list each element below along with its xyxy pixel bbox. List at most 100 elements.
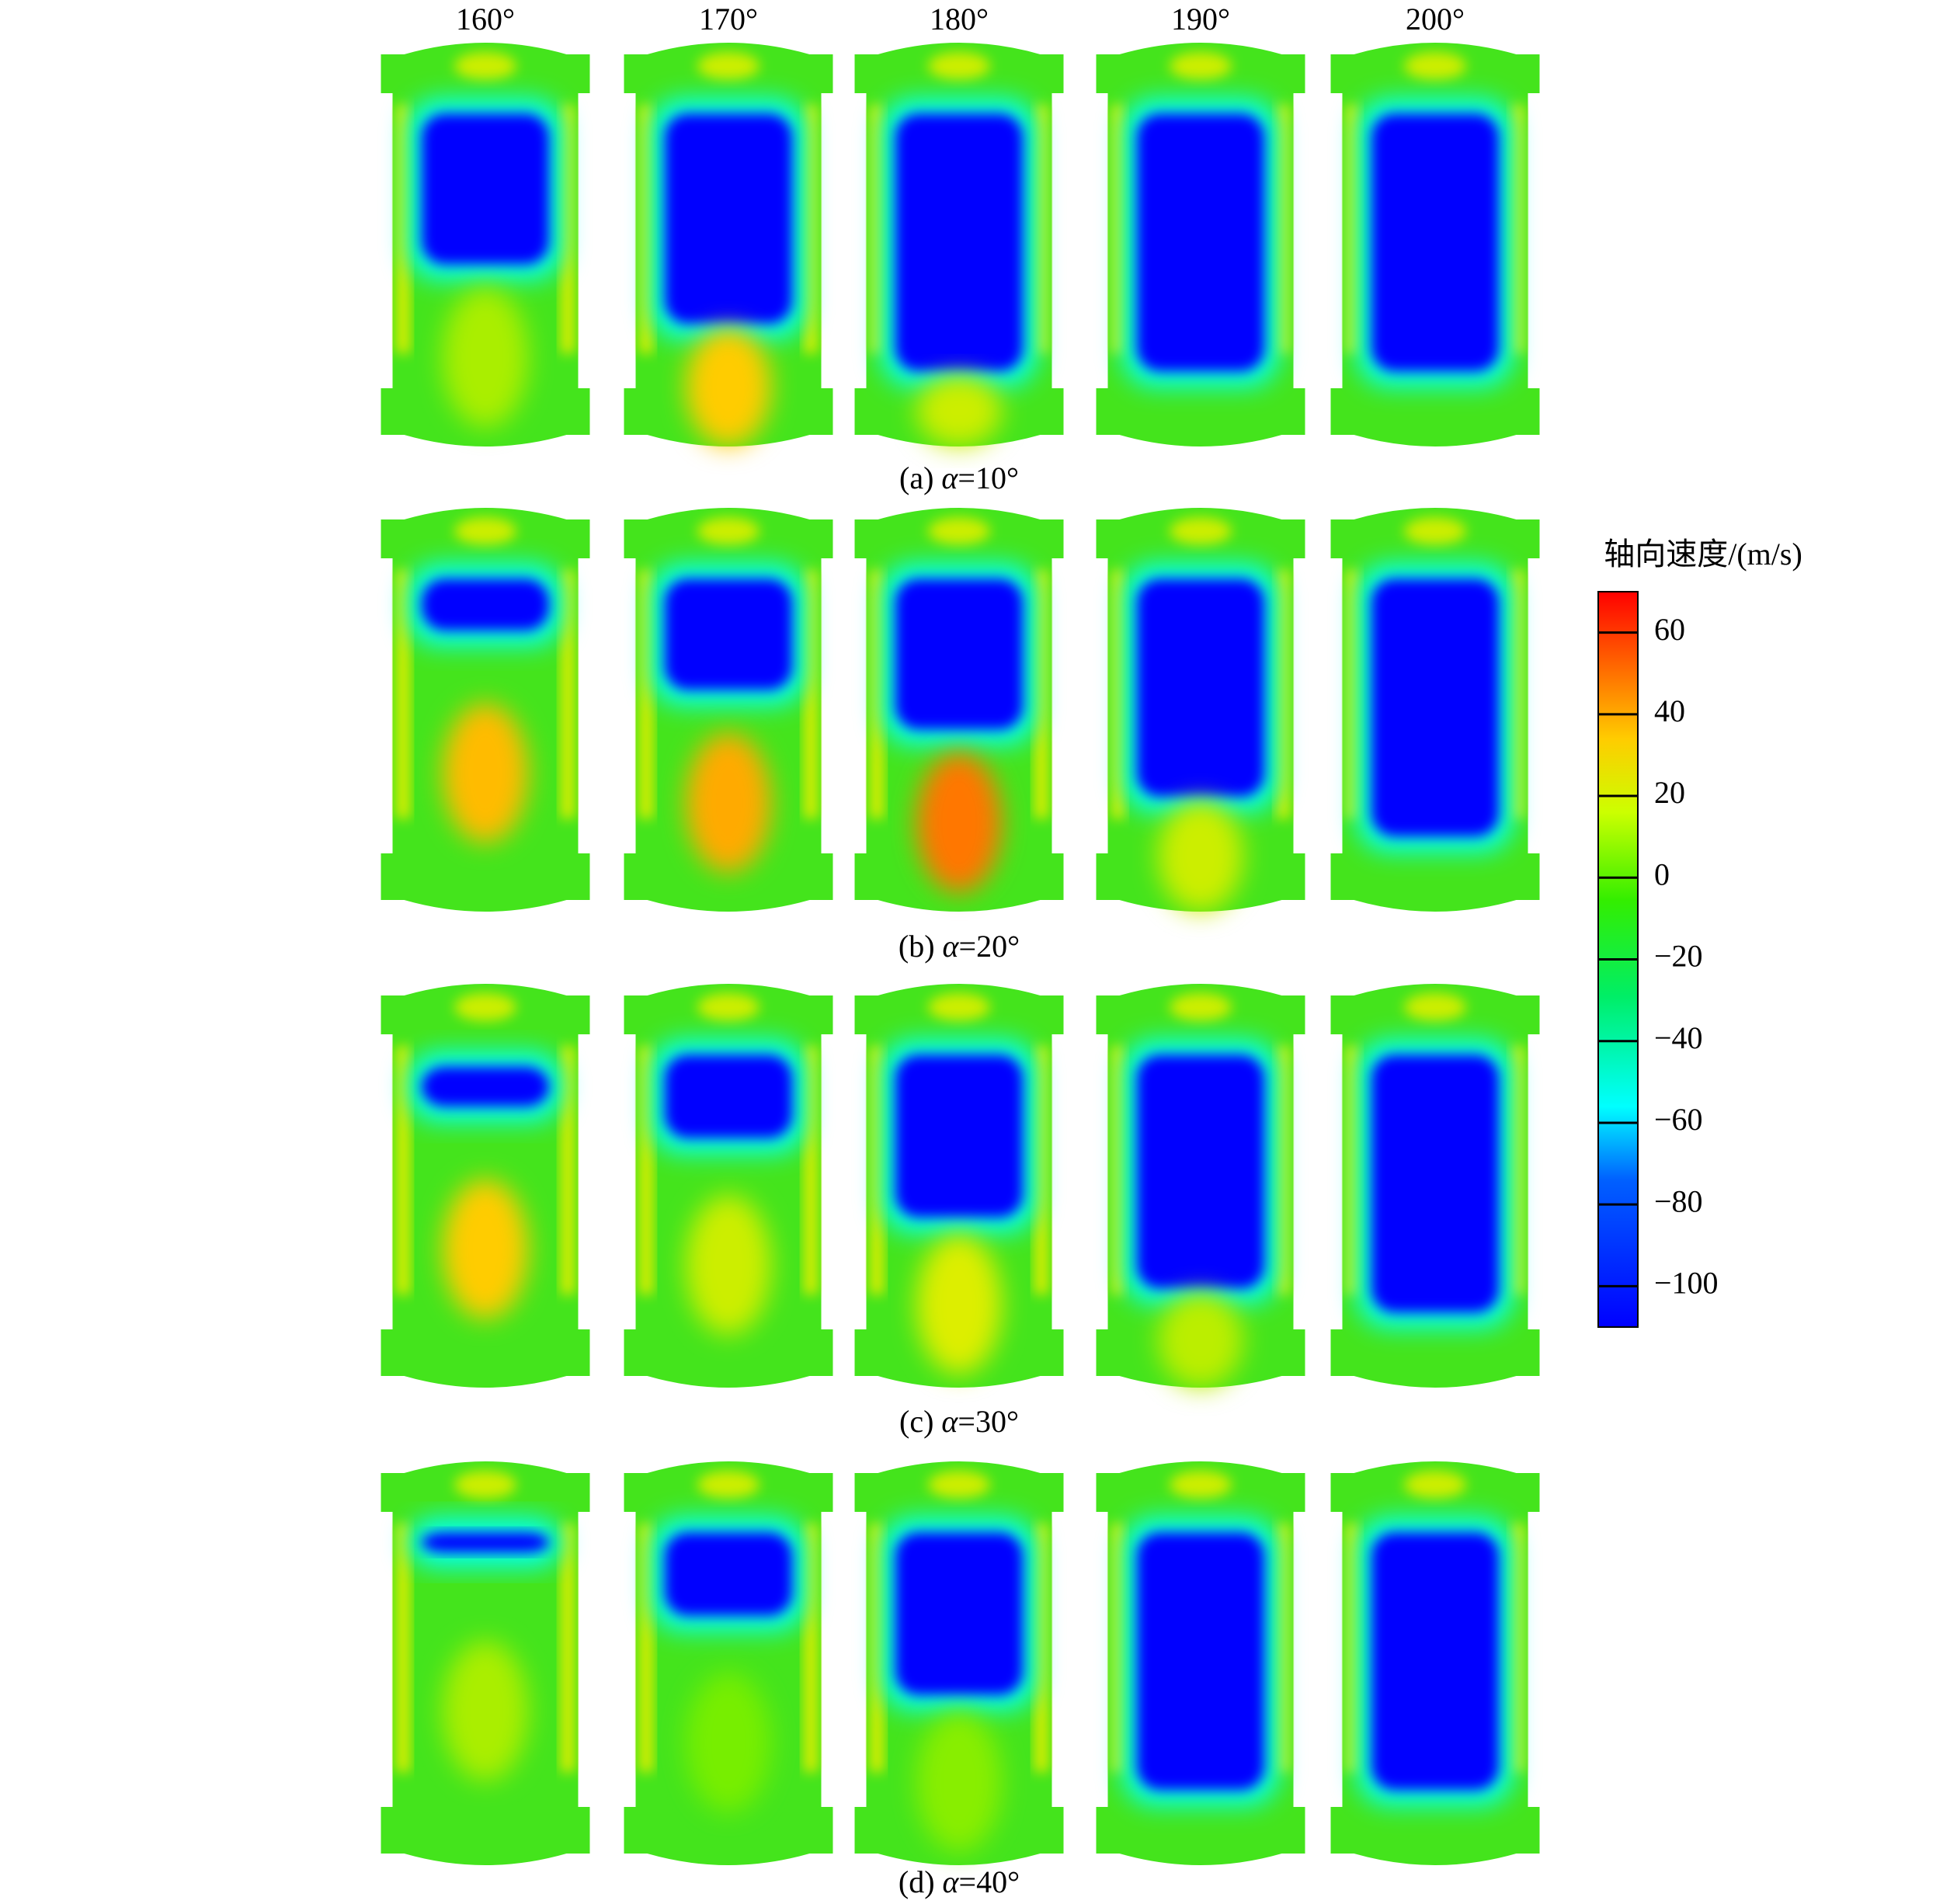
edge-band	[1346, 1524, 1360, 1772]
top-spot	[928, 993, 990, 1021]
edge-band	[1111, 570, 1125, 818]
caption-rest: =10°	[958, 460, 1019, 495]
colorbar-tick-label: 40	[1654, 693, 1685, 728]
top-spot	[1404, 517, 1466, 545]
low-spot	[443, 703, 528, 843]
core	[1137, 1532, 1264, 1791]
contour-panel	[854, 984, 1064, 1388]
edge-band	[804, 570, 818, 818]
edge-band	[804, 105, 818, 353]
core	[422, 578, 549, 631]
low-spot	[1158, 801, 1243, 912]
edge-band	[639, 1524, 653, 1772]
column-label: 200°	[1406, 2, 1465, 36]
colorbar-tick-label: −100	[1654, 1266, 1719, 1301]
core	[665, 578, 792, 690]
core	[1371, 113, 1499, 372]
core	[1137, 578, 1264, 797]
caption-symbol: α	[943, 1864, 960, 1899]
edge-band	[1034, 1046, 1048, 1294]
row-caption: (c) α=30°	[899, 1404, 1019, 1439]
edge-band	[561, 1524, 575, 1772]
core	[665, 1054, 792, 1138]
contour-panel	[1096, 508, 1305, 912]
core	[1371, 1054, 1499, 1313]
edge-band	[804, 1046, 818, 1294]
low-spot	[686, 1194, 771, 1335]
low-spot	[443, 287, 528, 428]
low-spot	[916, 1234, 1002, 1374]
contour-panel	[381, 508, 590, 912]
core	[665, 1532, 792, 1616]
colorbar-tick-label: 60	[1654, 612, 1685, 647]
edge-band	[804, 1524, 818, 1772]
core	[1371, 1532, 1499, 1791]
low-spot	[443, 1641, 528, 1781]
core	[1137, 1054, 1264, 1289]
edge-band	[1346, 105, 1360, 353]
contour-panel	[1096, 43, 1305, 446]
edge-band	[1111, 1524, 1125, 1772]
caption-rest: =40°	[959, 1864, 1020, 1899]
top-spot	[454, 52, 516, 80]
edge-band	[870, 105, 884, 353]
edge-band	[870, 570, 884, 818]
edge-band	[396, 105, 410, 353]
core	[895, 1532, 1023, 1695]
edge-band	[639, 105, 653, 353]
low-spot	[1158, 1292, 1243, 1388]
contour-panel	[854, 508, 1064, 912]
row-caption: (a) α=10°	[899, 460, 1019, 495]
low-spot	[443, 1179, 528, 1319]
edge-band	[1111, 105, 1125, 353]
top-spot	[1170, 517, 1232, 545]
colorbar-tick-label: −80	[1654, 1183, 1703, 1218]
low-spot	[916, 1711, 1002, 1852]
edge-band	[1510, 570, 1524, 818]
edge-band	[1034, 1524, 1048, 1772]
colorbar-tick-label: 0	[1654, 856, 1670, 891]
top-spot	[697, 993, 760, 1021]
contour-panel	[381, 984, 590, 1388]
edge-band	[1276, 1524, 1290, 1772]
contour-panel	[1096, 984, 1305, 1388]
top-spot	[1170, 52, 1232, 80]
core	[422, 1066, 549, 1107]
core	[895, 113, 1023, 372]
contour-panel	[624, 43, 833, 446]
contour-panel	[1330, 43, 1540, 446]
core	[1137, 113, 1264, 372]
contour-panel	[854, 43, 1064, 446]
top-spot	[1404, 52, 1466, 80]
colorbar-tick-label: −20	[1654, 939, 1703, 974]
contour-panel	[1330, 1461, 1540, 1865]
top-spot	[1404, 1471, 1466, 1499]
contour-panel	[1330, 508, 1540, 912]
top-spot	[1170, 1471, 1232, 1499]
column-label: 180°	[930, 2, 989, 36]
edge-band	[1111, 1046, 1125, 1294]
edge-band	[1346, 1046, 1360, 1294]
contour-panel	[624, 508, 833, 912]
core	[665, 113, 792, 324]
row-caption: (d) α=40°	[899, 1864, 1020, 1899]
top-spot	[697, 52, 760, 80]
contour-panel	[381, 43, 590, 446]
caption-symbol: α	[941, 1404, 958, 1439]
edge-band	[1346, 570, 1360, 818]
top-spot	[928, 52, 990, 80]
edge-band	[870, 1524, 884, 1772]
colorbar-tick-label: −40	[1654, 1020, 1703, 1055]
edge-band	[561, 1046, 575, 1294]
top-spot	[1404, 993, 1466, 1021]
edge-band	[561, 570, 575, 818]
colorbar-title: 轴向速度/(m/s)	[1604, 537, 1802, 572]
caption-prefix: (a)	[899, 460, 933, 495]
core	[422, 1532, 549, 1553]
top-spot	[454, 1471, 516, 1499]
caption-prefix: (b)	[899, 929, 935, 964]
low-spot	[686, 732, 771, 873]
edge-band	[561, 105, 575, 353]
edge-band	[1034, 570, 1048, 818]
